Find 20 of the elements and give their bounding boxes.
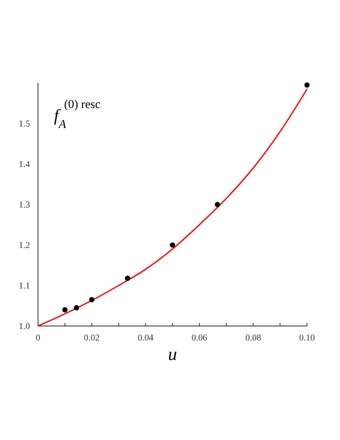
x-tick-label: 0 (36, 332, 41, 342)
y-tick-label: 1.2 (18, 240, 30, 250)
y-tick-label: 1.3 (18, 199, 30, 210)
point (74, 305, 80, 310)
x-tick-label: 0.06 (192, 332, 208, 342)
point (214, 202, 220, 208)
x-tick-label: 0.02 (84, 332, 100, 342)
y-tick-label: 1.0 (18, 320, 30, 331)
point (89, 297, 94, 302)
x-tick-label: 0.04 (138, 332, 154, 342)
x-axis-title: u (168, 344, 177, 364)
x-tick-label: 0.08 (245, 332, 262, 342)
point (124, 276, 130, 281)
x-tick-label: 0.10 (299, 332, 316, 342)
point (304, 82, 310, 88)
y-tick-label: 1.4 (18, 158, 30, 169)
point (170, 242, 176, 248)
point (62, 307, 68, 312)
y-tick-label: 1.5 (18, 118, 30, 128)
y-tick-label: 1.1 (18, 280, 30, 290)
